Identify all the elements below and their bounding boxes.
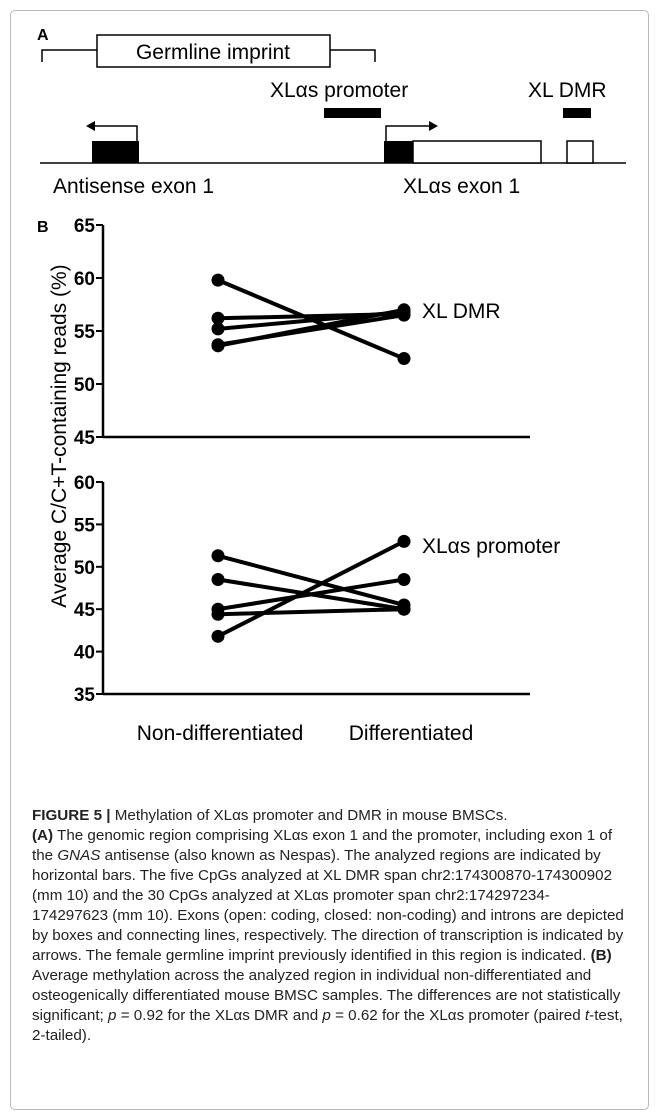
caption-text-a2: antisense (also known as Nespas). The an… (32, 847, 624, 964)
antisense-arrow-icon (90, 125, 138, 141)
caption-text-b4: -test, 2-tailed). (32, 1007, 623, 1044)
dmr-y-tick-label: 55 (74, 322, 96, 343)
caption-part-b-label: (B) (590, 947, 612, 964)
promoter-point-non-differentiated (211, 549, 225, 563)
figure-graphic: A Germline imprint XLαs promoter XL DMR … (37, 27, 626, 745)
xl-exon-label: XLαs exon 1 (403, 175, 520, 198)
dmr-point-differentiated (397, 308, 411, 322)
dmr-region-bar (563, 108, 591, 118)
caption-text-b3: = 0.62 for the XLαs promoter (paired (335, 1007, 581, 1024)
dmr-point-non-differentiated (211, 311, 225, 325)
promoter-y-tick-label: 45 (74, 600, 96, 621)
downstream-exon-box (566, 140, 594, 164)
dmr-point-non-differentiated (211, 273, 225, 287)
promoter-y-tick-label: 50 (74, 558, 95, 579)
promoter-series-line (217, 539, 405, 639)
antisense-exon-box (92, 141, 139, 163)
promoter-series-line (217, 577, 405, 612)
promoter-region-label: XLαs promoter (270, 79, 408, 102)
chart-xl-dmr: 45 50 55 60 65 XL DMR (74, 216, 530, 449)
dmr-series-line (217, 313, 405, 347)
figure-panel (10, 10, 649, 1110)
promoter-point-non-differentiated (211, 607, 225, 621)
antisense-arrowhead-icon (86, 121, 95, 131)
caption-text-a1: The genomic region comprising XLαs exon … (32, 827, 613, 864)
promoter-series-line (217, 553, 405, 607)
panel-a-label: A (37, 27, 49, 44)
promoter-region-bar (324, 108, 381, 118)
xl-arrow-icon (385, 125, 432, 141)
figure-caption: FIGURE 5 | Methylation of XLαs promoter … (32, 806, 624, 1046)
promoter-series-line (217, 607, 405, 617)
promoter-y-tick-label: 35 (74, 685, 96, 706)
promoter-point-differentiated (397, 573, 411, 587)
promoter-point-non-differentiated (211, 629, 225, 643)
caption-text-b2: = 0.92 for the XLαs DMR and (120, 1007, 319, 1024)
dmr-region-label: XL DMR (528, 79, 607, 102)
dmr-y-tick-label: 45 (74, 428, 96, 449)
dmr-point-differentiated (397, 352, 411, 366)
caption-text-b1: Average methylation across the analyzed … (32, 967, 621, 1024)
caption-p-symbol: p (322, 1007, 331, 1024)
dmr-y-tick-label: 50 (74, 375, 95, 396)
chart-xl-promoter: 35 40 45 50 55 60 XLαs promoter (74, 473, 560, 706)
dmr-point-non-differentiated (211, 322, 225, 336)
caption-t-symbol: t (584, 1007, 590, 1024)
caption-gene-name: GNAS (57, 847, 101, 864)
promoter-y-tick-label: 40 (74, 643, 95, 664)
promoter-point-non-differentiated (211, 573, 225, 587)
xl-exon-noncoding-box (384, 141, 413, 163)
promoter-series-label: XLαs promoter (422, 535, 560, 558)
genomic-map: A Germline imprint XLαs promoter XL DMR … (37, 27, 626, 198)
promoter-point-differentiated (397, 534, 411, 548)
xl-exon-coding-box (412, 140, 542, 164)
germline-imprint-bracket (41, 49, 376, 62)
dmr-y-tick-label: 65 (74, 216, 96, 237)
dmr-series-label: XL DMR (422, 300, 501, 323)
promoter-y-tick-label: 55 (74, 515, 96, 536)
caption-p-symbol: p (108, 1007, 117, 1024)
panel-b-label: B (37, 219, 49, 236)
x-category-non-differentiated: Non-differentiated (137, 722, 304, 745)
promoter-y-tick-label: 60 (74, 473, 95, 494)
x-category-differentiated: Differentiated (349, 722, 474, 745)
figure-label: FIGURE 5 | (32, 807, 111, 824)
antisense-exon-label: Antisense exon 1 (53, 175, 214, 198)
germline-imprint-box (96, 34, 331, 68)
germline-imprint-label: Germline imprint (136, 41, 290, 64)
dmr-point-non-differentiated (211, 338, 225, 352)
promoter-point-differentiated (397, 602, 411, 616)
y-axis-label: Average C/C+T-containing reads (%) (48, 264, 71, 607)
caption-part-a-label: (A) (32, 827, 54, 844)
xl-arrowhead-icon (429, 121, 438, 131)
dmr-y-tick-label: 60 (74, 269, 95, 290)
caption-title: Methylation of XLαs promoter and DMR in … (114, 807, 508, 824)
